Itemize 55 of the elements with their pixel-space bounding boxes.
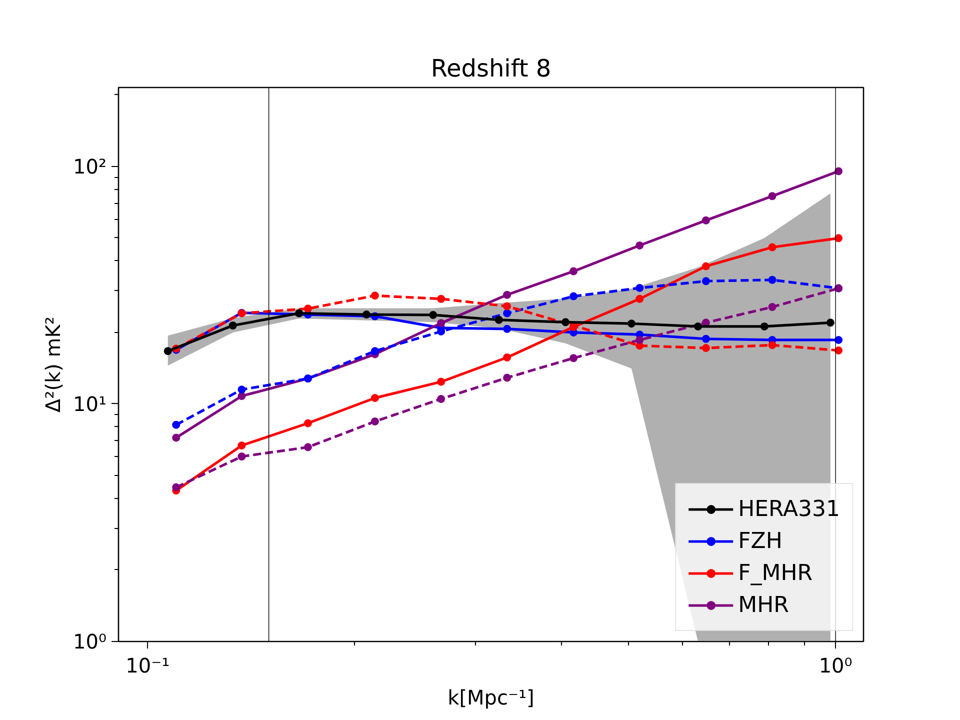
point	[437, 378, 446, 386]
x-tick-label: 10⁻¹	[126, 654, 170, 678]
point	[370, 394, 379, 402]
point	[370, 292, 379, 300]
point	[768, 192, 776, 200]
point	[238, 452, 246, 460]
y-tick-label: 10⁰	[73, 630, 106, 654]
point	[636, 294, 644, 303]
point	[768, 243, 776, 252]
y-tick-label: 10¹	[73, 392, 106, 416]
legend-label: FZH	[738, 528, 782, 554]
point	[304, 304, 312, 313]
point	[238, 386, 246, 394]
point	[172, 483, 180, 492]
point	[437, 394, 446, 403]
y-tick-label: 10²	[73, 154, 106, 178]
point	[768, 341, 776, 350]
point	[370, 347, 379, 356]
point	[304, 443, 312, 452]
point	[768, 276, 776, 284]
legend-label: HERA331	[738, 496, 840, 522]
point	[768, 303, 776, 312]
point	[702, 344, 710, 352]
y-axis-title: Δ²(k) mK²	[41, 316, 66, 412]
point	[437, 319, 446, 328]
chart-title: Redshift 8	[430, 54, 552, 82]
point	[503, 290, 512, 299]
point	[503, 353, 512, 362]
point	[702, 262, 710, 270]
point	[304, 419, 312, 428]
point	[370, 417, 379, 426]
point	[702, 277, 710, 286]
point	[503, 309, 512, 318]
legend-label: MHR	[738, 592, 789, 618]
point	[437, 294, 446, 303]
point	[503, 324, 512, 333]
x-axis-title: k[Mpc⁻¹]	[448, 686, 534, 710]
point	[503, 302, 512, 310]
point	[238, 441, 246, 450]
legend-label: F_MHR	[738, 560, 813, 586]
point	[834, 336, 843, 344]
point	[636, 284, 644, 292]
point	[834, 234, 843, 242]
point	[834, 346, 843, 354]
point	[834, 167, 843, 176]
point	[702, 216, 710, 224]
point	[570, 292, 578, 300]
point	[636, 241, 644, 250]
point	[702, 334, 710, 343]
point	[570, 354, 578, 362]
point	[570, 267, 578, 276]
point	[503, 374, 512, 382]
point	[172, 434, 180, 442]
point	[172, 420, 180, 429]
point	[636, 336, 644, 344]
